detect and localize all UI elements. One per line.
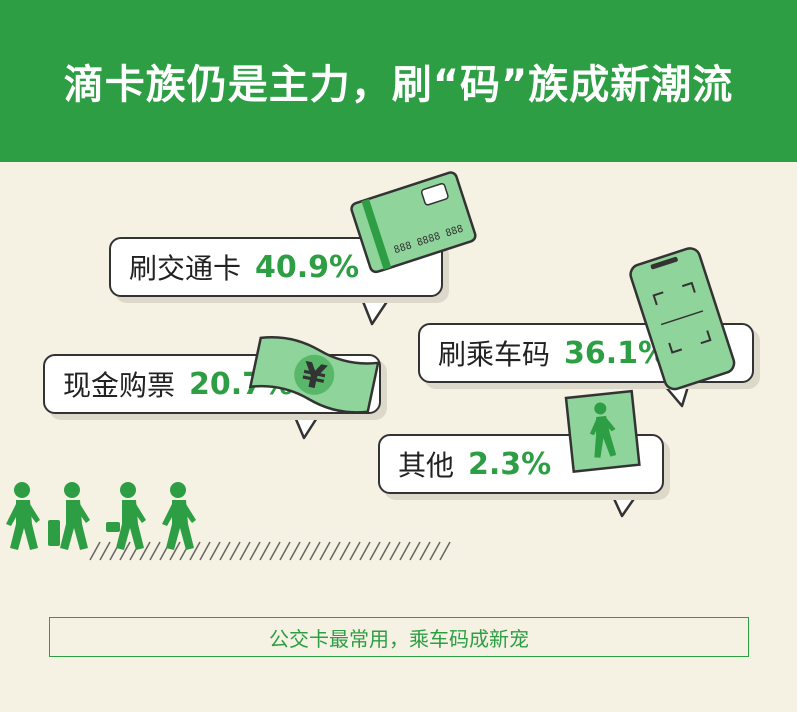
footer-caption: 公交卡最常用，乘车码成新宠 bbox=[49, 617, 749, 657]
phone-icon bbox=[629, 247, 736, 391]
transit-card-icon: 888 8888 888 bbox=[350, 171, 477, 274]
header-banner bbox=[0, 0, 797, 162]
card-percent: 40.9% bbox=[255, 249, 360, 285]
other-percent: 2.3% bbox=[468, 446, 552, 482]
other-label: 其他 bbox=[398, 449, 455, 482]
qr-label: 刷乘车码 bbox=[438, 338, 551, 371]
pedestrian-sign-icon bbox=[564, 389, 641, 473]
page-title: 滴卡族仍是主力，刷“码”族成新潮流 bbox=[63, 62, 734, 108]
cash-label: 现金购票 bbox=[63, 369, 176, 402]
card-label: 刷交通卡 bbox=[129, 252, 242, 285]
cash-note-icon: ¥ bbox=[248, 336, 380, 414]
